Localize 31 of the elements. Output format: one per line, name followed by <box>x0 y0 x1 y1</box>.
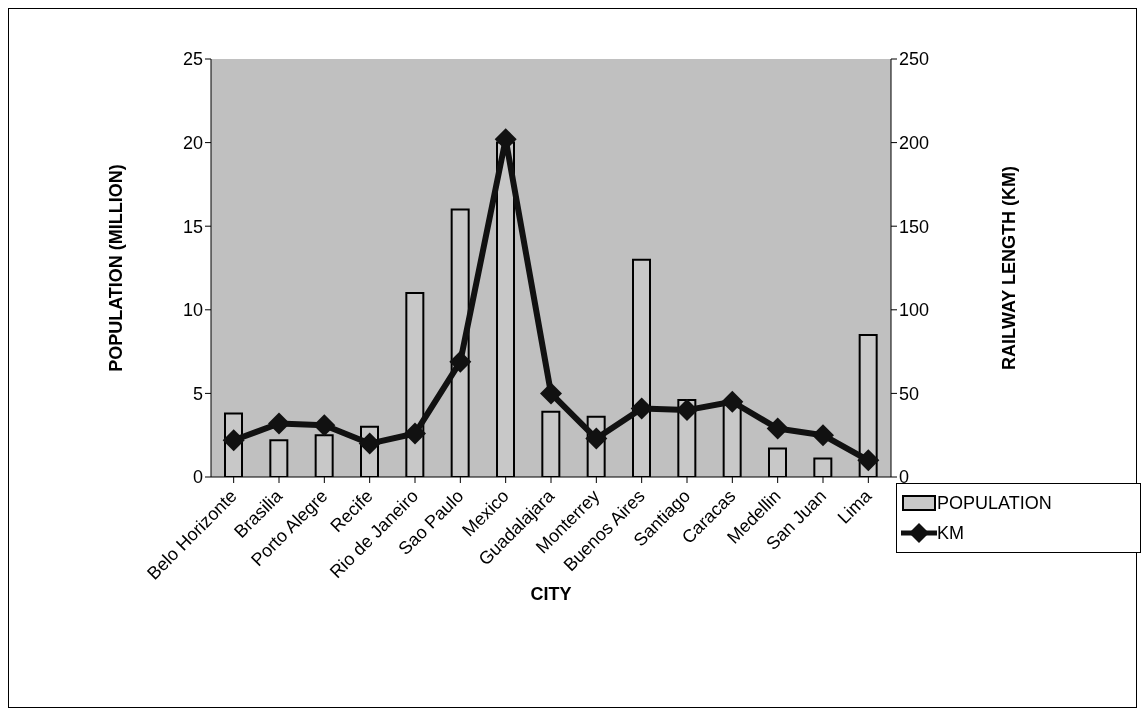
x-axis-title: CITY <box>530 583 572 604</box>
y2-tick-label: 50 <box>899 383 920 404</box>
point <box>857 449 880 472</box>
point <box>449 350 472 373</box>
y-tick-label: 10 <box>182 300 203 321</box>
y-tick-label: 20 <box>182 132 203 153</box>
legend-label: POPULATION <box>937 492 1052 514</box>
y2-tick-label: 150 <box>899 216 930 237</box>
point <box>585 427 608 450</box>
point <box>630 397 653 420</box>
y-tick-label: 25 <box>182 49 203 70</box>
point <box>268 412 290 435</box>
y-tick-label: 0 <box>192 467 203 488</box>
point <box>540 382 562 405</box>
y2-tick-label: 250 <box>899 49 930 70</box>
point <box>721 390 744 413</box>
point <box>358 432 381 455</box>
point <box>766 417 789 440</box>
y2-axis-title: RAILWAY LENGTH (KM) <box>999 165 1020 371</box>
legend-label: KM <box>937 522 964 544</box>
y-tick-label: 5 <box>192 383 203 404</box>
y2-tick-label: 200 <box>899 132 930 153</box>
y2-tick-label: 0 <box>899 467 910 488</box>
point <box>812 424 834 447</box>
point <box>313 414 336 437</box>
point <box>676 399 698 422</box>
y-tick-label: 15 <box>182 216 203 237</box>
y-axis-title: POPULATION (MILLION) <box>106 164 127 372</box>
y2-tick-label: 100 <box>899 300 930 321</box>
point <box>404 422 426 445</box>
point <box>222 429 245 452</box>
